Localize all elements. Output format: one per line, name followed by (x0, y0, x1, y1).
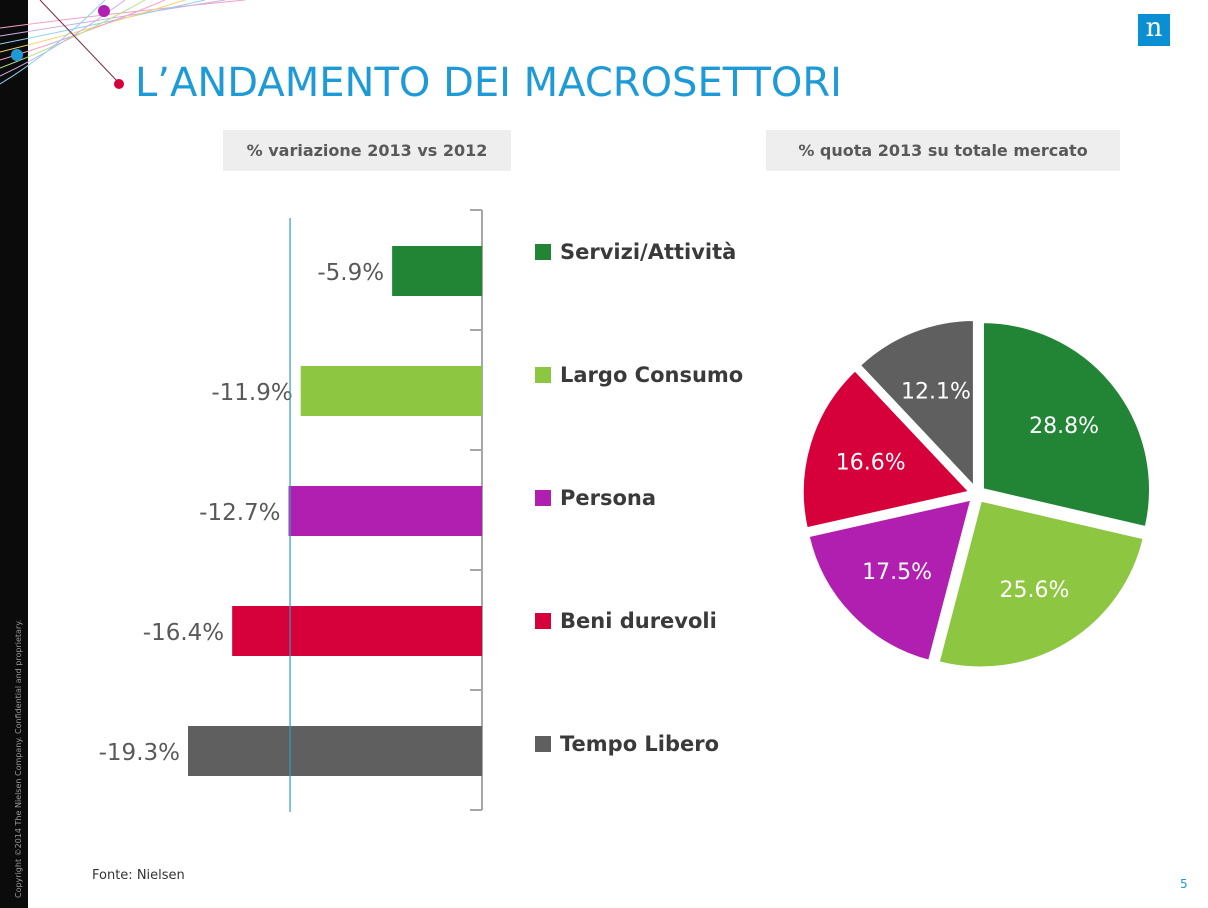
legend-label: Largo Consumo (560, 363, 744, 387)
legend-label: Tempo Libero (560, 732, 720, 756)
pie-data-label: 17.5% (862, 560, 932, 585)
pie-slice (857, 317, 976, 492)
pie-slice (980, 320, 1152, 530)
source-note: Fonte: Nielsen (92, 868, 185, 883)
legend-label: Servizi/Attività (560, 240, 737, 264)
legend-swatch (535, 244, 551, 260)
bar-data-label: -5.9% (317, 260, 384, 286)
bar-data-label: -16.4% (143, 620, 224, 646)
deco-dot-blue (11, 49, 23, 61)
pie-slice (936, 498, 1147, 670)
bar-data-label: -12.7% (199, 500, 280, 526)
deco-dot-purple (98, 5, 110, 17)
bar-data-label: -11.9% (211, 380, 292, 406)
legend-swatch (535, 490, 551, 506)
pie-data-label: 16.6% (836, 451, 906, 476)
page-number: 5 (1180, 877, 1188, 891)
pie-chart-title: % quota 2013 su totale mercato (766, 130, 1120, 171)
left-strip (0, 0, 28, 908)
nielsen-logo: n (1138, 14, 1170, 46)
pie-data-label: 25.6% (1000, 578, 1070, 603)
pie-slice (806, 496, 975, 664)
pie-data-label: 12.1% (901, 380, 971, 405)
bar (188, 726, 482, 776)
legend-label: Persona (560, 486, 657, 510)
legend-label: Beni durevoli (560, 609, 717, 633)
bar (300, 366, 482, 416)
legend-swatch (535, 367, 551, 383)
bar-data-label: -19.3% (99, 740, 180, 766)
bar-chart-title: % variazione 2013 vs 2012 (223, 130, 511, 171)
pie-data-label: 28.8% (1029, 414, 1099, 439)
decorative-lines (0, 0, 246, 89)
deco-dot-red (114, 79, 124, 89)
bar (232, 606, 482, 656)
legend-swatch (535, 736, 551, 752)
bar-chart: -5.9% -11.9% -12.7% -16.4% -19.3% (99, 209, 483, 812)
page-title: L’ANDAMENTO DEI MACROSETTORI (135, 60, 842, 106)
pie-slice (800, 367, 974, 531)
legend-swatch (535, 613, 551, 629)
bar (392, 246, 482, 296)
bar (288, 486, 482, 536)
